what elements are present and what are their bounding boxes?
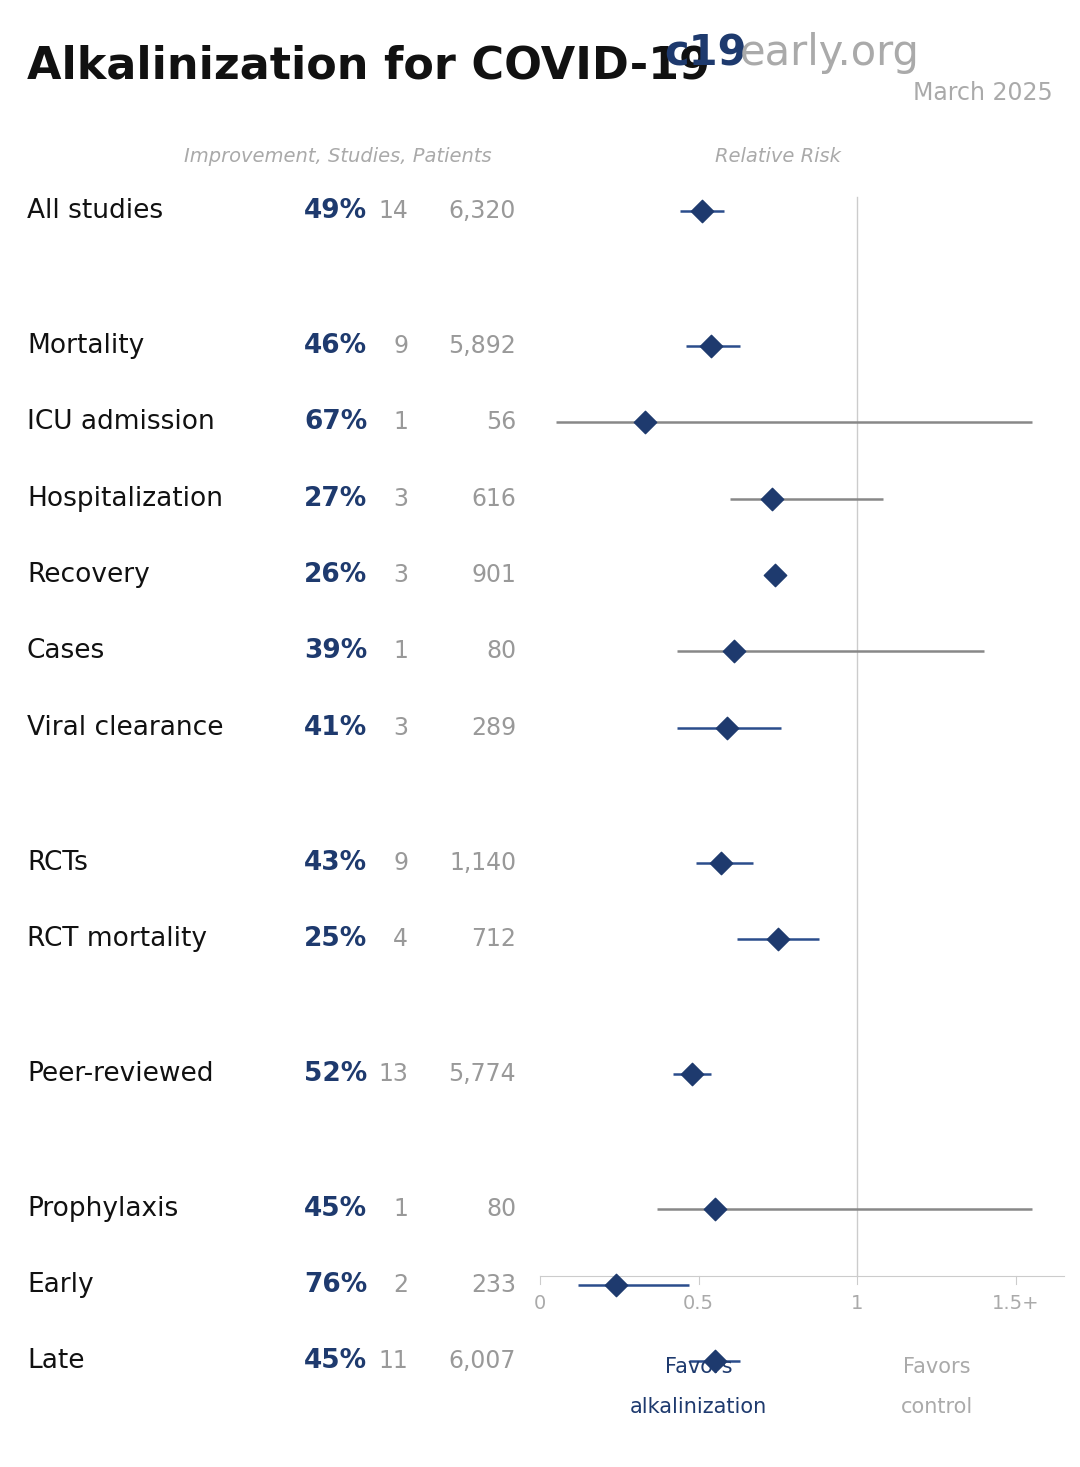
Point: [706, 1350, 724, 1373]
Point: [725, 640, 742, 663]
Text: 49%: 49%: [305, 198, 367, 224]
Text: Peer-reviewed: Peer-reviewed: [27, 1061, 214, 1087]
Text: ICU admission: ICU admission: [27, 409, 215, 436]
Text: 52%: 52%: [303, 1061, 367, 1087]
Text: 3: 3: [393, 487, 408, 511]
Text: Late: Late: [27, 1348, 84, 1375]
Text: RCT mortality: RCT mortality: [27, 926, 207, 952]
Point: [706, 1197, 724, 1221]
Point: [608, 1273, 625, 1297]
Text: 46%: 46%: [305, 333, 367, 359]
Text: alkalinization: alkalinization: [630, 1397, 768, 1417]
Text: 712: 712: [471, 927, 516, 951]
Point: [767, 563, 784, 587]
Text: Alkalinization for COVID-19: Alkalinization for COVID-19: [27, 44, 710, 87]
Text: 1.5+: 1.5+: [993, 1294, 1040, 1313]
Text: 289: 289: [471, 716, 516, 739]
Text: 3: 3: [393, 716, 408, 739]
Text: 2: 2: [393, 1273, 408, 1297]
Text: 1: 1: [393, 640, 408, 663]
Point: [769, 927, 786, 951]
Text: Favors: Favors: [665, 1357, 732, 1378]
Text: 3: 3: [393, 563, 408, 587]
Text: 1: 1: [393, 411, 408, 434]
Text: 45%: 45%: [305, 1196, 367, 1222]
Text: c19: c19: [664, 32, 746, 75]
Text: 41%: 41%: [303, 714, 367, 741]
Text: 5,892: 5,892: [448, 334, 516, 358]
Text: 0.5: 0.5: [684, 1294, 714, 1313]
Text: 901: 901: [471, 563, 516, 587]
Point: [718, 716, 735, 739]
Text: 25%: 25%: [303, 926, 367, 952]
Text: 80: 80: [486, 640, 516, 663]
Text: 4: 4: [393, 927, 408, 951]
Text: 14: 14: [378, 200, 408, 223]
Text: control: control: [901, 1397, 973, 1417]
Point: [764, 487, 781, 511]
Text: 26%: 26%: [303, 562, 367, 588]
Text: March 2025: March 2025: [914, 81, 1053, 104]
Text: 1,140: 1,140: [449, 851, 516, 874]
Text: Improvement, Studies, Patients: Improvement, Studies, Patients: [184, 147, 491, 166]
Point: [703, 334, 720, 358]
Text: Hospitalization: Hospitalization: [27, 486, 222, 512]
Text: 0: 0: [534, 1294, 546, 1313]
Text: Mortality: Mortality: [27, 333, 145, 359]
Text: Relative Risk: Relative Risk: [715, 147, 841, 166]
Text: 6,320: 6,320: [449, 200, 516, 223]
Text: 13: 13: [378, 1062, 408, 1086]
Text: 43%: 43%: [305, 849, 367, 876]
Text: Favors: Favors: [903, 1357, 971, 1378]
Text: 67%: 67%: [303, 409, 367, 436]
Text: 5,774: 5,774: [448, 1062, 516, 1086]
Text: 233: 233: [471, 1273, 516, 1297]
Text: 9: 9: [393, 851, 408, 874]
Text: Recovery: Recovery: [27, 562, 150, 588]
Text: Early: Early: [27, 1272, 94, 1298]
Text: Viral clearance: Viral clearance: [27, 714, 224, 741]
Text: 11: 11: [378, 1350, 408, 1373]
Text: 1: 1: [851, 1294, 864, 1313]
Text: 27%: 27%: [303, 486, 367, 512]
Point: [693, 200, 711, 223]
Text: 1: 1: [393, 1197, 408, 1221]
Text: early.org: early.org: [740, 32, 920, 75]
Text: 39%: 39%: [303, 638, 367, 665]
Point: [684, 1062, 701, 1086]
Text: 6,007: 6,007: [449, 1350, 516, 1373]
Text: 9: 9: [393, 334, 408, 358]
Text: 76%: 76%: [303, 1272, 367, 1298]
Point: [636, 411, 653, 434]
Text: 56: 56: [486, 411, 516, 434]
Text: 616: 616: [471, 487, 516, 511]
Text: Prophylaxis: Prophylaxis: [27, 1196, 178, 1222]
Text: RCTs: RCTs: [27, 849, 87, 876]
Text: Cases: Cases: [27, 638, 105, 665]
Text: 80: 80: [486, 1197, 516, 1221]
Text: 45%: 45%: [305, 1348, 367, 1375]
Point: [713, 851, 730, 874]
Text: All studies: All studies: [27, 198, 163, 224]
